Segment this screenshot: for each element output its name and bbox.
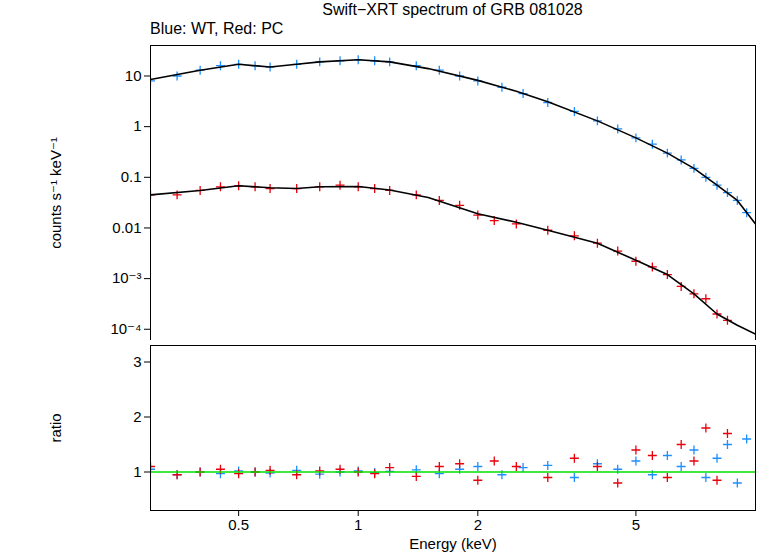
svg-text:2: 2	[474, 516, 482, 533]
svg-text:1: 1	[133, 117, 141, 134]
html-text:Blue: WT, Red: PC: Blue: WT, Red: PC	[150, 20, 284, 37]
svg-text:5: 5	[632, 516, 640, 533]
svg-text:0.5: 0.5	[228, 516, 249, 533]
svg-text:0.1: 0.1	[121, 168, 142, 185]
svg-text:10⁻⁴: 10⁻⁴	[110, 320, 141, 337]
svg-text:10: 10	[125, 67, 142, 84]
svg-text:counts s⁻¹ keV⁻¹: counts s⁻¹ keV⁻¹	[47, 137, 64, 249]
html-text:Swift−XRT spectrum of GRB 0810: Swift−XRT spectrum of GRB 081028	[322, 1, 583, 18]
svg-text:3: 3	[133, 353, 141, 370]
svg-text:ratio: ratio	[47, 413, 64, 442]
svg-text:1: 1	[133, 463, 141, 480]
svg-text:Energy (keV): Energy (keV)	[409, 535, 497, 552]
svg-text:1: 1	[354, 516, 362, 533]
svg-text:2: 2	[133, 408, 141, 425]
svg-text:0.01: 0.01	[112, 219, 141, 236]
svg-text:10⁻³: 10⁻³	[112, 269, 142, 286]
